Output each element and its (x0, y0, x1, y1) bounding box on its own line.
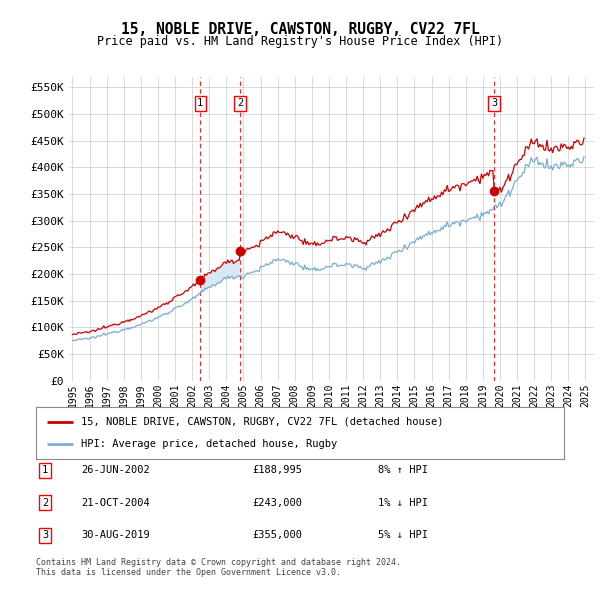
Text: HPI: Average price, detached house, Rugby: HPI: Average price, detached house, Rugb… (81, 440, 337, 450)
Text: 8% ↑ HPI: 8% ↑ HPI (378, 466, 428, 475)
Text: 15, NOBLE DRIVE, CAWSTON, RUGBY, CV22 7FL: 15, NOBLE DRIVE, CAWSTON, RUGBY, CV22 7F… (121, 22, 479, 37)
Text: 3: 3 (42, 530, 48, 540)
Text: 2: 2 (237, 99, 243, 109)
Text: 15, NOBLE DRIVE, CAWSTON, RUGBY, CV22 7FL (detached house): 15, NOBLE DRIVE, CAWSTON, RUGBY, CV22 7F… (81, 417, 443, 427)
Text: 1: 1 (42, 466, 48, 475)
Text: 21-OCT-2004: 21-OCT-2004 (81, 498, 150, 507)
Text: £355,000: £355,000 (252, 530, 302, 540)
Text: 1: 1 (197, 99, 203, 109)
Text: 30-AUG-2019: 30-AUG-2019 (81, 530, 150, 540)
Text: Contains HM Land Registry data © Crown copyright and database right 2024.
This d: Contains HM Land Registry data © Crown c… (36, 558, 401, 577)
Text: 3: 3 (491, 99, 497, 109)
Text: £188,995: £188,995 (252, 466, 302, 475)
Text: 2: 2 (42, 498, 48, 507)
Text: £243,000: £243,000 (252, 498, 302, 507)
Text: 5% ↓ HPI: 5% ↓ HPI (378, 530, 428, 540)
Text: 1% ↓ HPI: 1% ↓ HPI (378, 498, 428, 507)
Text: Price paid vs. HM Land Registry's House Price Index (HPI): Price paid vs. HM Land Registry's House … (97, 35, 503, 48)
Text: 26-JUN-2002: 26-JUN-2002 (81, 466, 150, 475)
